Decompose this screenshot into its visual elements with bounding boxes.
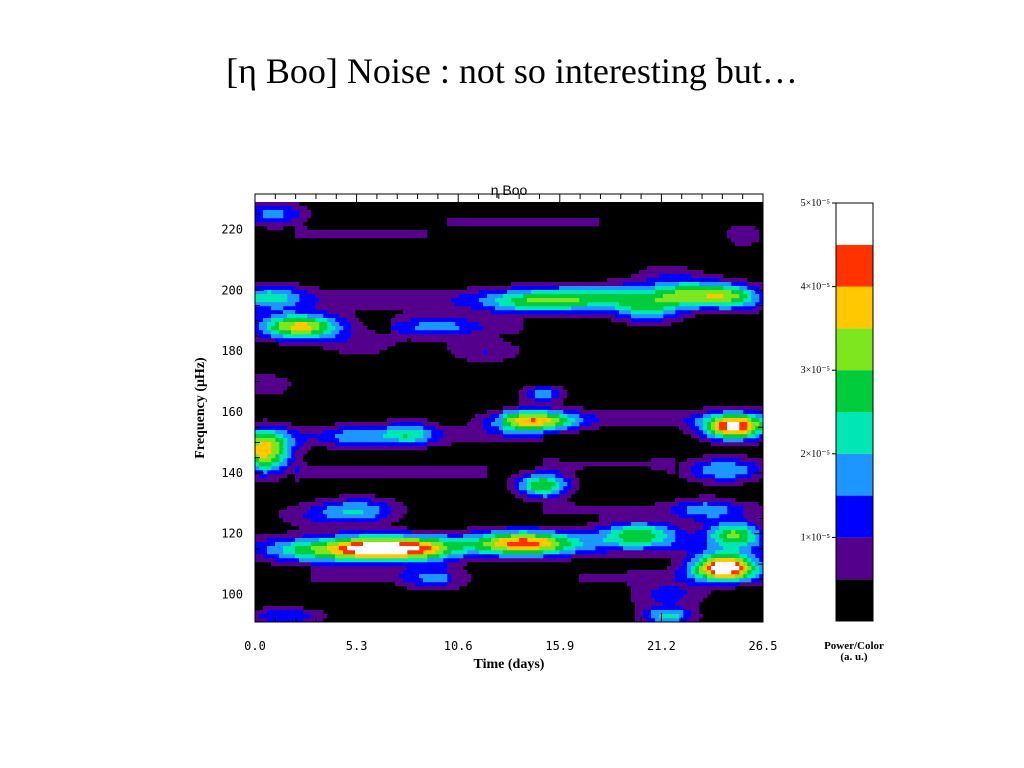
x-tick-label: 15.9: [545, 639, 574, 653]
x-tick-label: 26.5: [749, 639, 778, 653]
colorbar: 1×10⁻⁵ 2×10⁻⁵ 3×10⁻⁵ 4×10⁻⁵ 5×10⁻⁵: [801, 198, 874, 622]
colorbar-title: Power/Color: [824, 640, 884, 652]
colorbar-tick-label: 5×10⁻⁵: [801, 198, 830, 209]
slide-title: [η Boo] Noise : not so interesting but…: [226, 51, 798, 91]
contour-level-1.5-2: [254, 210, 764, 623]
colorbar-tick-label: 1×10⁻⁵: [801, 532, 830, 543]
colorbar-swatch: [836, 537, 873, 580]
colorbar-swatch: [836, 370, 873, 412]
colorbar-swatch: [836, 203, 873, 245]
colorbar-frame: [835, 202, 874, 622]
x-tick-label: 21.2: [647, 639, 676, 653]
y-tick-label: 100: [221, 588, 243, 602]
y-axis-label: Frequency (μHz): [193, 357, 208, 459]
colorbar-swatch: [836, 579, 873, 621]
colorbar-swatch: [836, 453, 873, 496]
x-tick-label: 10.6: [444, 639, 473, 653]
colorbar-tick-label: 2×10⁻⁵: [801, 449, 830, 460]
colorbar-tick-label: 4×10⁻⁵: [801, 282, 830, 293]
contour-level-3.5-4: [254, 294, 752, 579]
y-tick-label: 220: [221, 222, 243, 236]
contour-level-0.5-1: [254, 202, 764, 623]
y-tick-label: 200: [221, 283, 243, 297]
x-axis-label: Time (days): [474, 657, 545, 672]
colorbar-swatch: [836, 328, 873, 371]
plot-area: [254, 202, 764, 623]
y-axis: 100 120 140 160 180 200 220: [221, 213, 763, 611]
colorbar-swatch: [836, 495, 873, 538]
colorbar-tick-label: 3×10⁻⁵: [801, 365, 830, 376]
y-tick-label: 140: [221, 466, 243, 480]
contour-level-1-1.5: [254, 206, 764, 623]
plot-title: η Boo: [491, 182, 528, 198]
colorbar-swatch: [836, 244, 873, 287]
y-tick-label: 120: [221, 527, 243, 541]
x-axis: 0.0 5.3 10.6 15.9 21.2 26.5: [244, 194, 777, 653]
colorbar-swatch: [836, 412, 873, 454]
contour-level-2-2.5: [254, 282, 764, 619]
colorbar-units: (a. u.): [840, 651, 868, 663]
x-tick-label: 0.0: [244, 639, 266, 653]
plot-frame: [254, 193, 764, 623]
y-tick-label: 180: [221, 344, 243, 358]
y-tick-label: 160: [221, 405, 243, 419]
x-tick-label: 5.3: [346, 639, 368, 653]
contour-level-2.5-3: [254, 286, 764, 579]
colorbar-swatch: [836, 286, 873, 329]
